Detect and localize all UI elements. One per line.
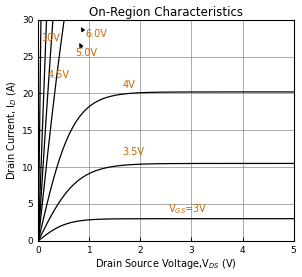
Text: 5.0V: 5.0V	[75, 48, 97, 58]
Text: 4.5V: 4.5V	[47, 70, 69, 80]
Title: On-Region Characteristics: On-Region Characteristics	[89, 6, 243, 19]
Text: 10V: 10V	[42, 33, 61, 43]
X-axis label: Drain Source Voltage,V$_{DS}$ (V): Drain Source Voltage,V$_{DS}$ (V)	[95, 257, 237, 271]
Text: 4V: 4V	[123, 79, 135, 89]
Text: 6.0V: 6.0V	[85, 29, 107, 39]
Y-axis label: Drain Current, I$_D$ (A): Drain Current, I$_D$ (A)	[5, 80, 19, 180]
Text: 3.5V: 3.5V	[123, 147, 145, 157]
Text: V$_{GS}$=3V: V$_{GS}$=3V	[169, 202, 208, 216]
